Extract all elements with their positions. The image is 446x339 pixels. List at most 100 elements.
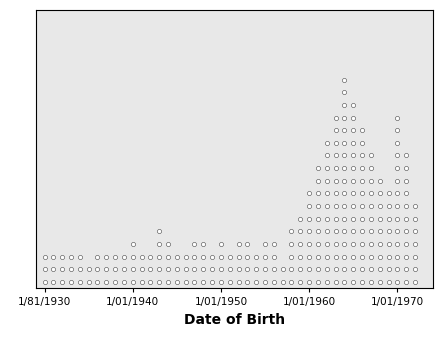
Point [252,266,260,272]
Point [368,279,375,284]
Point [394,127,401,133]
Point [394,165,401,171]
Point [173,266,180,272]
Point [252,254,260,259]
Point [94,279,101,284]
Point [350,115,357,120]
Point [209,266,216,272]
Point [191,266,198,272]
Point [341,191,348,196]
Point [323,165,330,171]
Point [120,266,128,272]
Point [120,254,128,259]
Point [156,241,163,247]
Point [226,266,233,272]
Point [359,241,366,247]
Point [41,266,48,272]
Point [314,279,322,284]
Point [368,216,375,221]
Point [76,266,83,272]
Point [323,266,330,272]
Point [200,241,207,247]
Point [129,254,136,259]
Point [341,254,348,259]
Point [341,127,348,133]
Point [350,153,357,158]
Point [41,254,48,259]
Point [385,203,392,209]
Point [165,241,172,247]
Point [200,266,207,272]
Point [235,279,242,284]
Point [94,254,101,259]
Point [332,228,339,234]
Point [112,266,119,272]
Point [314,266,322,272]
Point [261,279,268,284]
Point [173,254,180,259]
Point [394,266,401,272]
Point [332,191,339,196]
Point [323,216,330,221]
Point [341,178,348,183]
Point [217,266,224,272]
Point [332,178,339,183]
Point [297,216,304,221]
Point [323,140,330,145]
Point [341,77,348,82]
Point [341,228,348,234]
Point [165,254,172,259]
Point [288,254,295,259]
Point [244,279,251,284]
Point [341,279,348,284]
Point [411,241,418,247]
Point [376,178,383,183]
Point [332,115,339,120]
Point [314,216,322,221]
Point [156,254,163,259]
Point [359,228,366,234]
Point [306,203,313,209]
Point [341,241,348,247]
Point [403,191,410,196]
Point [376,254,383,259]
Point [359,203,366,209]
Point [103,266,110,272]
Point [279,279,286,284]
Point [359,153,366,158]
Point [341,266,348,272]
Point [252,279,260,284]
Point [156,266,163,272]
Point [385,241,392,247]
Point [332,254,339,259]
Point [67,266,74,272]
Point [147,254,154,259]
Point [359,140,366,145]
Point [112,254,119,259]
Point [368,191,375,196]
Point [359,178,366,183]
Point [244,241,251,247]
Point [50,266,57,272]
Point [270,266,277,272]
Point [376,216,383,221]
Point [332,127,339,133]
Point [147,266,154,272]
Point [359,165,366,171]
Point [403,228,410,234]
Point [165,266,172,272]
Point [323,228,330,234]
Point [385,216,392,221]
Point [394,140,401,145]
Point [76,254,83,259]
Point [394,178,401,183]
Point [297,228,304,234]
Point [376,266,383,272]
Point [350,279,357,284]
Point [359,127,366,133]
Point [138,279,145,284]
Point [244,254,251,259]
Point [261,266,268,272]
Point [129,279,136,284]
Point [323,153,330,158]
